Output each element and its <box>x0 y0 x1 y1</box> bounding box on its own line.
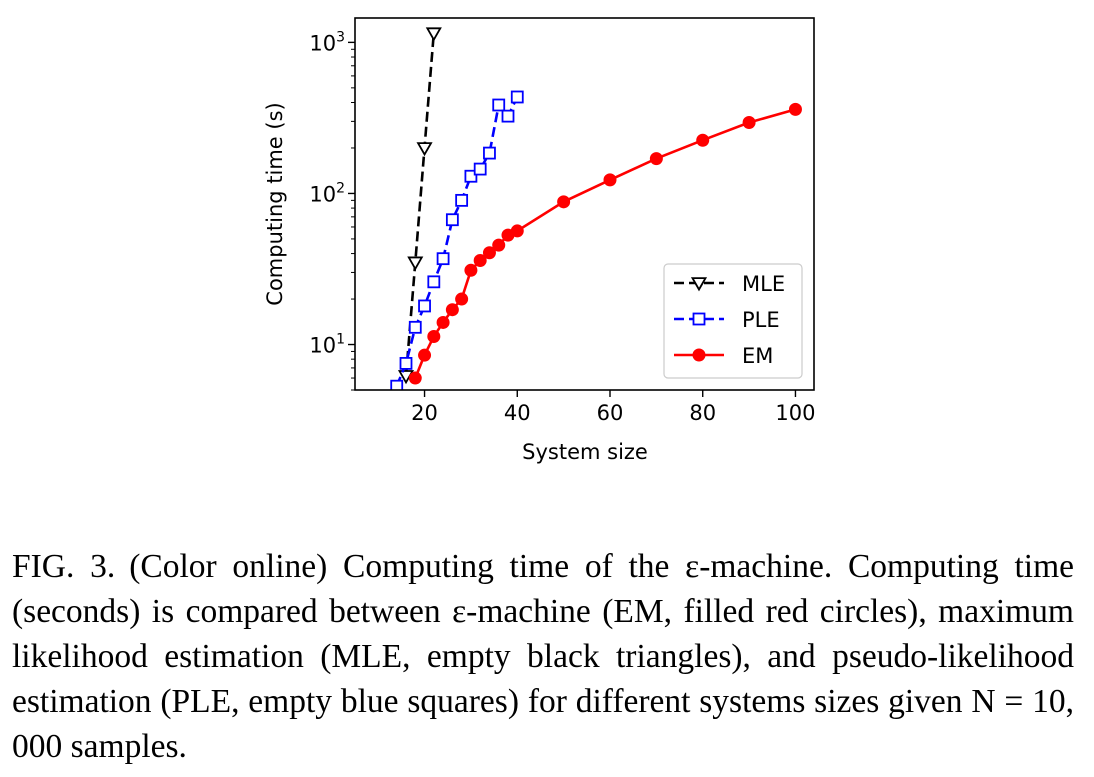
chart: 20 40 60 80 100 101 102 103 System size Computi… <box>263 17 816 464</box>
legend-ple-label: PLE <box>742 308 780 332</box>
x-tick-label: 60 <box>597 401 624 425</box>
x-tick-label: 80 <box>689 401 716 425</box>
ple-point <box>510 90 524 104</box>
em-point <box>603 173 617 187</box>
mle-point <box>416 142 433 157</box>
ple-point <box>501 109 515 123</box>
em-point <box>482 246 496 260</box>
figure-caption: FIG. 3. (Color online) Computing time of … <box>12 544 1074 769</box>
em-point <box>427 330 441 344</box>
legend-ple-marker <box>692 312 706 326</box>
y-tick-label: 103 <box>309 29 345 55</box>
ple-point <box>445 213 459 227</box>
ple-point <box>483 146 496 160</box>
plot-frame <box>354 17 815 391</box>
mle-point <box>425 27 442 42</box>
ple-point <box>436 252 450 266</box>
x-tick-label: 100 <box>775 401 815 425</box>
em-point <box>788 102 802 116</box>
mle-point <box>407 256 424 271</box>
em-point <box>557 195 571 209</box>
ple-point <box>399 356 413 370</box>
legend-mle-label: MLE <box>742 272 785 296</box>
mle-series-line <box>404 33 436 377</box>
legend-em-label: EM <box>742 344 773 368</box>
ple-point <box>464 169 478 183</box>
ple-point <box>408 320 422 334</box>
ple-point <box>492 98 506 112</box>
legend-em-marker <box>692 348 706 362</box>
ple-point <box>473 162 487 176</box>
em-point <box>464 263 478 277</box>
ple-point <box>390 379 404 390</box>
x-tick-label: 40 <box>504 401 531 425</box>
y-axis-label: Computing time (s) <box>263 102 287 305</box>
em-point <box>455 292 469 306</box>
em-point <box>408 371 422 385</box>
em-point <box>492 238 506 252</box>
em-point <box>742 115 756 129</box>
em-point <box>445 303 459 317</box>
ple-point <box>455 193 469 207</box>
em-point <box>649 152 663 166</box>
em-point <box>696 133 710 147</box>
legend: MLE PLE EM <box>663 263 803 379</box>
x-tick-label: 20 <box>411 401 438 425</box>
em-point <box>418 348 432 362</box>
ple-point <box>427 275 441 289</box>
ple-point <box>418 299 431 313</box>
y-tick-label: 101 <box>309 332 345 358</box>
em-point <box>436 315 450 329</box>
em-point <box>510 224 524 238</box>
legend-mle-marker <box>690 277 708 292</box>
em-point <box>473 253 487 267</box>
caption-label: FIG. 3. <box>12 548 116 585</box>
x-axis-label: System size <box>522 440 648 464</box>
y-tick-label: 102 <box>309 180 345 206</box>
caption-text: (Color online) Computing time of the ε-m… <box>12 548 1074 765</box>
